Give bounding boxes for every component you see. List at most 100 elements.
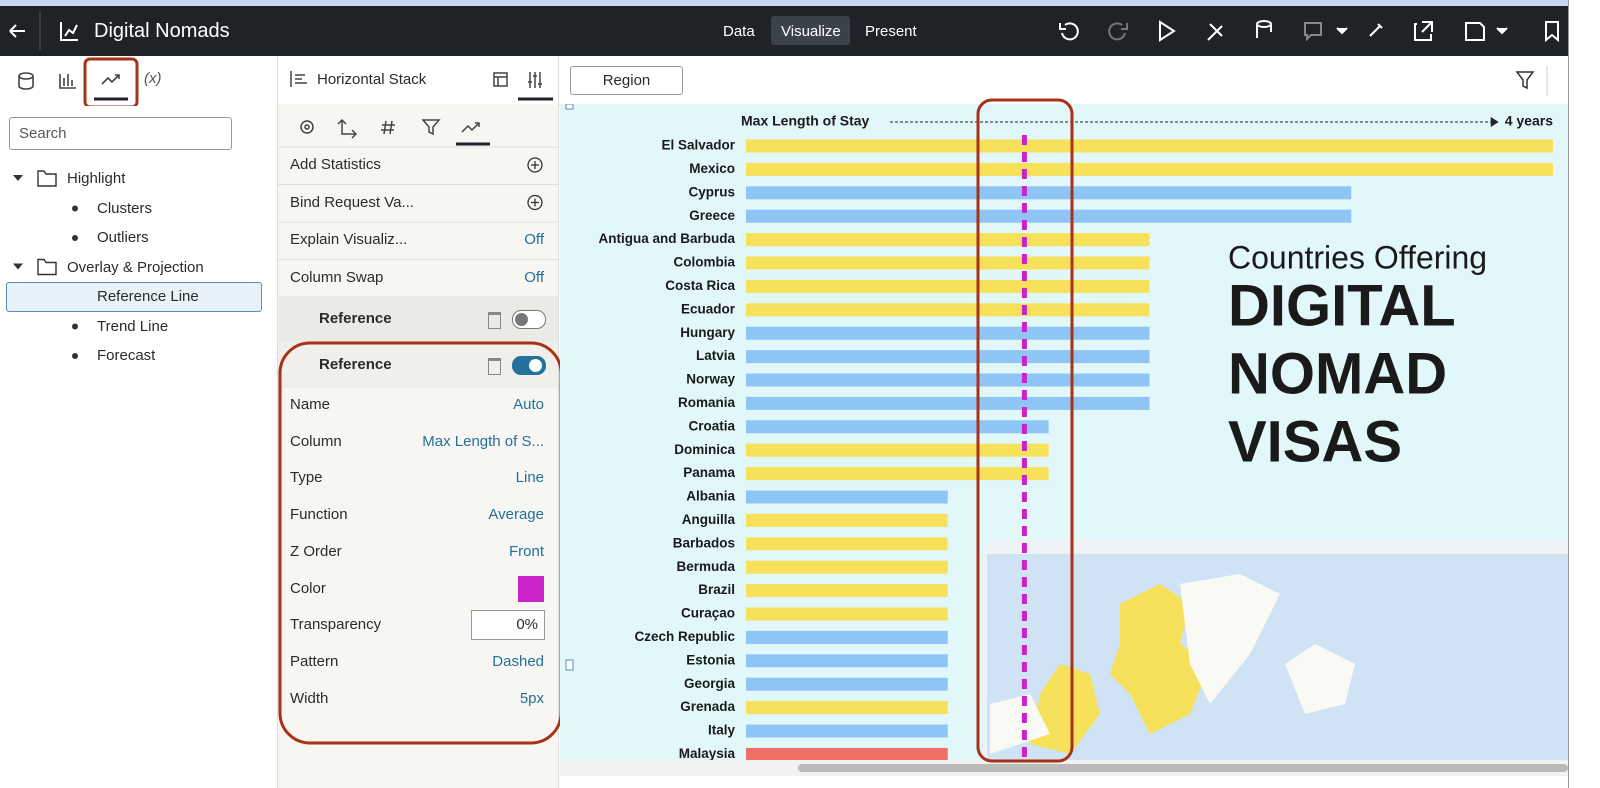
setting-value[interactable]: 5px (519, 689, 544, 707)
row-label: Bind Request Va... (290, 193, 414, 211)
bar (746, 443, 1049, 457)
tree-group[interactable]: Highlight (67, 170, 126, 187)
header: Digital Nomads Data Visualize Present (0, 6, 1600, 56)
bar (746, 747, 948, 760)
bar (746, 490, 948, 504)
bar (746, 560, 948, 574)
bar (746, 654, 948, 668)
bar (746, 677, 948, 691)
section-title[interactable]: Reference (319, 356, 392, 373)
tree-item[interactable]: Reference Line (97, 288, 199, 305)
tree-item[interactable]: Forecast (97, 347, 156, 364)
add-icon (527, 157, 543, 173)
resize-handle (565, 659, 574, 671)
setting-value[interactable]: Max Length of S... (422, 432, 544, 450)
bar (746, 233, 1150, 247)
annotation-title: NOMAD (1228, 341, 1447, 406)
bar (746, 584, 948, 598)
tab-visualize[interactable]: Visualize (781, 23, 841, 40)
setting-label: Type (290, 469, 323, 487)
item-icon (72, 205, 78, 212)
bar (746, 467, 1049, 481)
row-value[interactable]: Off (524, 231, 544, 248)
bar (746, 513, 948, 527)
bar (746, 326, 1150, 340)
bar (746, 630, 948, 644)
caret (13, 175, 23, 181)
setting-value[interactable]: Front (508, 542, 544, 560)
bar (746, 162, 1553, 176)
section-title[interactable]: Reference (319, 310, 392, 327)
bar (746, 350, 1150, 364)
tree-item[interactable]: Outliers (97, 229, 149, 246)
input-box[interactable] (471, 610, 545, 641)
filter-button[interactable]: Region (570, 66, 683, 95)
search-box[interactable] (9, 117, 232, 150)
section-bg (278, 342, 558, 388)
add-plus (531, 198, 539, 207)
row-label: Column Swap (290, 268, 384, 286)
scroll-thumb[interactable] (798, 764, 1568, 772)
setting-value[interactable]: Dashed (492, 652, 544, 670)
y-tick-label: Panama (683, 465, 735, 480)
setting-value[interactable]: Average (488, 506, 544, 524)
properties-header (278, 56, 558, 104)
properties-icons (290, 71, 553, 146)
bar (746, 139, 1553, 153)
annotation-subtitle: Countries Offering (1228, 239, 1487, 275)
caret (13, 263, 23, 270)
bar (746, 373, 1150, 387)
item-icon (72, 323, 78, 330)
setting-label: Color (290, 579, 326, 597)
y-tick-label: Czech Republic (634, 629, 735, 644)
tab-present[interactable]: Present (865, 23, 917, 40)
row-label: Explain Visualiz... (290, 231, 408, 248)
annotation-title: VISAS (1228, 409, 1402, 474)
folder-icon (37, 170, 57, 187)
data-panel: (x) Search Highlight Clusters Outliers Over… (0, 56, 278, 788)
setting-label: Transparency (290, 616, 382, 634)
bar (746, 537, 948, 551)
tree-item[interactable]: Clusters (97, 199, 153, 217)
delete-icon[interactable] (488, 358, 501, 375)
y-tick-label: Bermuda (676, 559, 735, 574)
toggle-knob (529, 359, 542, 372)
axis-arrow (1490, 117, 1499, 127)
folder-icon (37, 258, 57, 276)
y-tick-label: Ecuador (681, 301, 736, 316)
y-tick-label: Anguilla (682, 512, 736, 527)
y-tick-label: Cyprus (688, 184, 735, 199)
highlight-box (278, 341, 562, 745)
property-rows: Add Statistics Bind Request Va... Explain … (278, 56, 558, 788)
page-edge (1568, 0, 1600, 788)
color-swatch[interactable] (518, 575, 544, 602)
setting-label: Name (290, 396, 331, 413)
bar (746, 186, 1352, 200)
y-tick-label: Malaysia (679, 746, 736, 760)
y-tick-label: Mexico (689, 161, 735, 176)
y-tick-label: Antigua and Barbuda (598, 231, 735, 246)
tab-expressions[interactable]: (x) (144, 70, 162, 87)
y-tick-label: El Salvador (661, 138, 735, 153)
item-icon (72, 353, 78, 359)
tree-item[interactable]: Trend Line (97, 317, 169, 335)
setting-label: Z Order (290, 542, 342, 560)
delete-icon[interactable] (488, 312, 501, 329)
toggle-knob (515, 313, 528, 326)
tab-data[interactable]: Data (723, 23, 755, 40)
bar (746, 701, 948, 715)
resize-handle (565, 104, 574, 110)
setting-value[interactable]: Auto (513, 396, 544, 413)
tree-group[interactable]: Overlay & Projection (67, 258, 204, 276)
y-tick-label: Norway (686, 372, 735, 387)
setting-label: Width (290, 689, 329, 707)
annotation-title: DIGITAL (1228, 273, 1456, 338)
row-value[interactable]: Off (524, 268, 544, 286)
add-plus (531, 161, 539, 169)
y-tick-label: Latvia (696, 348, 736, 363)
setting-value[interactable]: Line (515, 469, 544, 487)
filter-icon (1515, 66, 1548, 96)
scrollbar[interactable] (560, 760, 1568, 776)
y-tick-label: Albania (686, 489, 735, 504)
section-bg (278, 296, 558, 342)
